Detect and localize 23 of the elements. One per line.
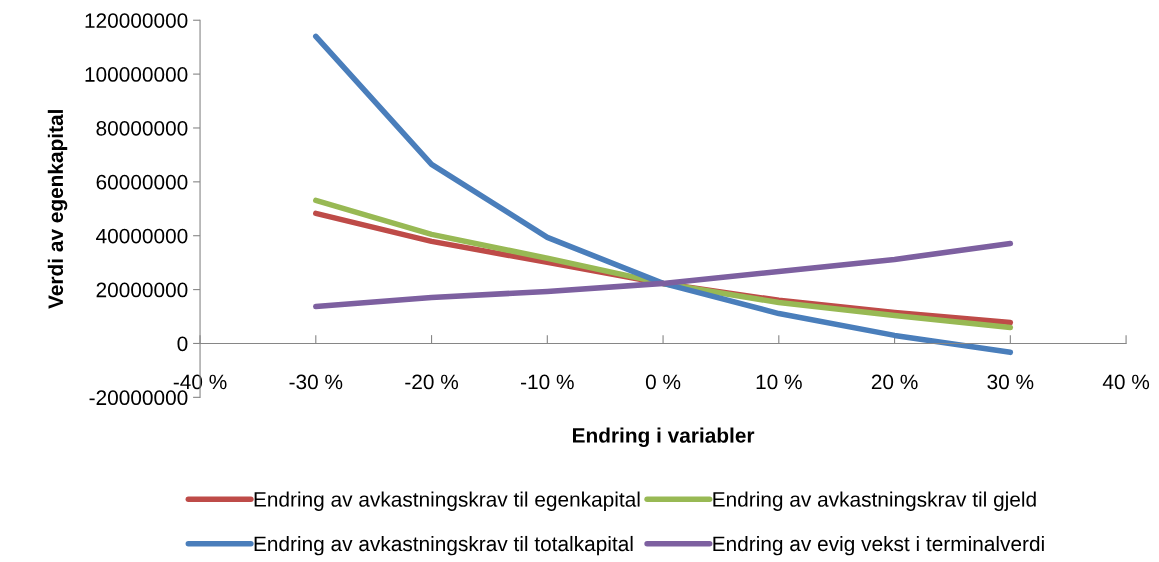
legend-label: Endring av avkastningskrav til totalkapital (254, 535, 633, 556)
x-tick-label: 10 % (756, 374, 802, 390)
legend-label: Endring av avkastningskrav til egenkapital (254, 491, 640, 511)
y-tick-label: 0 (177, 336, 188, 352)
legend-label: Endring av evig vekst i terminalverdi (713, 535, 1044, 556)
x-tick-label: 30 % (987, 374, 1034, 390)
x-tick-label: 20 % (871, 374, 918, 390)
legend-label: Endring av avkastningskrav til gjeld (713, 491, 1036, 511)
y-tick-label: 40000000 (96, 228, 188, 244)
x-tick-label: -30 % (289, 374, 343, 390)
y-tick-label: 20000000 (96, 282, 188, 298)
y-tick-label: 120000000 (85, 13, 188, 28)
y-tick-label: 80000000 (96, 120, 188, 136)
x-tick-label: 40 % (1102, 374, 1150, 390)
x-tick-label: -10 % (521, 374, 574, 390)
y-axis-title: Verdi av egenkapital (47, 110, 68, 309)
y-tick-label: 100000000 (85, 67, 188, 82)
x-tick-label: -20 % (405, 374, 459, 390)
x-tick-label: 0 % (645, 374, 681, 390)
y-tick-label: -20000000 (89, 390, 188, 406)
x-axis-title: Endring i variabler (573, 427, 755, 448)
y-tick-label: 60000000 (96, 174, 188, 190)
x-tick-label: -40 % (173, 374, 227, 390)
